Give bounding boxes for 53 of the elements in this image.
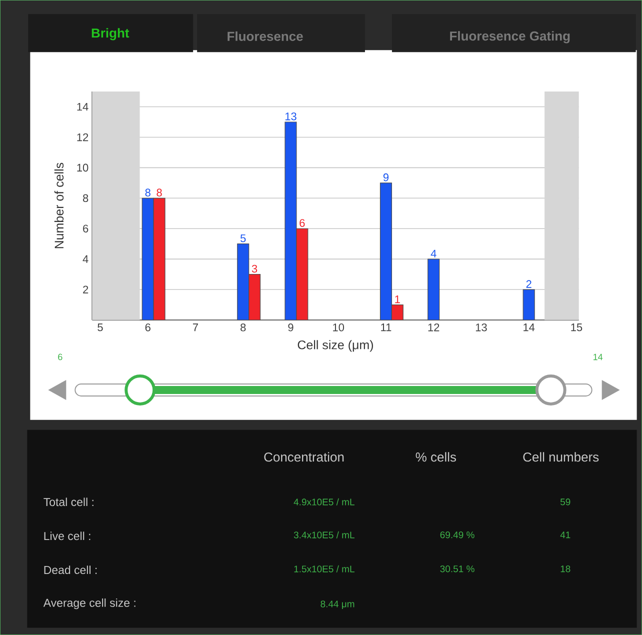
y-tick-label: 8 xyxy=(82,194,88,202)
data-label: 3 xyxy=(252,264,258,273)
x-tick-label: 13 xyxy=(476,324,487,332)
text: 30.51 % xyxy=(440,565,474,572)
text: Total cell : xyxy=(44,498,94,506)
data-label: 2 xyxy=(526,280,532,288)
bar xyxy=(522,289,535,320)
text: 6 xyxy=(58,354,62,360)
bar xyxy=(428,258,440,320)
y-tick-label: 4 xyxy=(82,255,88,263)
data-label: 6 xyxy=(300,219,305,227)
data-label: 8 xyxy=(145,188,150,196)
y-tick-label: 2 xyxy=(83,286,88,294)
x-tick-label: 6 xyxy=(145,324,150,332)
text: 4.9x10E5 / mL xyxy=(294,498,354,506)
x-tick-label: 10 xyxy=(333,324,344,332)
x-tick-label: 15 xyxy=(571,324,582,332)
text: 14 xyxy=(594,354,603,360)
text: Bright xyxy=(92,28,130,40)
y-tick-label: 14 xyxy=(77,102,88,111)
text: Fluoresence xyxy=(228,31,303,41)
text: 69.49 % xyxy=(440,531,474,538)
x-tick-label: 7 xyxy=(192,324,198,332)
data-label: 1 xyxy=(395,296,400,304)
text: Average cell size : xyxy=(43,598,136,610)
text: Dead cell : xyxy=(44,566,97,574)
text: 59 xyxy=(560,498,570,506)
text: 1.5x10E5 / mL xyxy=(294,565,354,572)
x-tick-label: 11 xyxy=(381,324,392,332)
data-label: 4 xyxy=(430,250,436,258)
text: Cell numbers xyxy=(523,452,599,462)
text: 3.4x10E5 / mL xyxy=(294,531,354,538)
x-tick-label: 14 xyxy=(524,324,535,332)
data-label: 8 xyxy=(156,188,162,196)
y-axis-title: Number of cells xyxy=(54,162,64,248)
x-axis-title: Cell size (μm) xyxy=(298,340,373,352)
text: Concentration xyxy=(264,452,344,462)
y-tick-label: 12 xyxy=(77,133,88,142)
x-tick-label: 9 xyxy=(288,324,294,332)
x-tick-label: 12 xyxy=(428,324,440,332)
text: % cells xyxy=(416,452,456,462)
x-tick-label: 5 xyxy=(98,324,103,332)
text: Fluoresence Gating xyxy=(450,31,570,44)
y-tick-label: 6 xyxy=(83,224,88,233)
x-tick-label: 8 xyxy=(240,324,246,332)
data-label: 5 xyxy=(240,234,246,242)
text: 8.44 μm xyxy=(320,600,354,610)
data-label: 9 xyxy=(383,173,389,182)
text: 18 xyxy=(560,565,570,572)
text: 41 xyxy=(560,532,570,538)
data-label: 13 xyxy=(285,112,296,120)
text: Live cell : xyxy=(44,532,90,540)
y-tick-label: 10 xyxy=(77,164,88,172)
